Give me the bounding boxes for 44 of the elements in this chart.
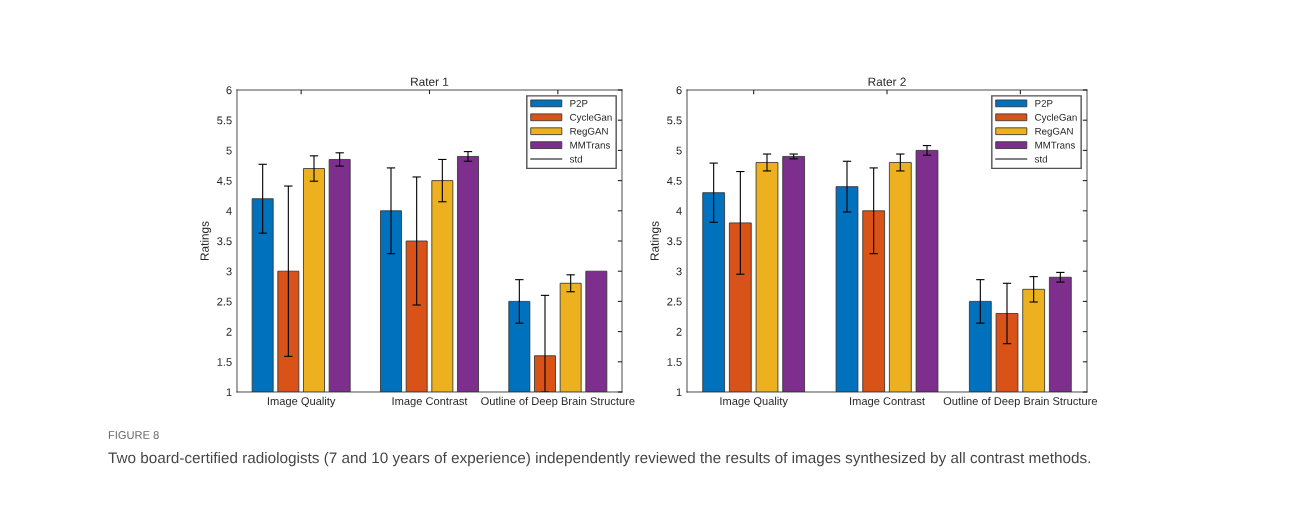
y-tick-label: 4 — [226, 207, 232, 215]
legend-label: RegGAN — [570, 127, 608, 137]
chart-title: Rater 2 — [868, 77, 906, 86]
x-tick-label: Image Contrast — [392, 397, 468, 408]
x-tick-label: Outline of Deep Brain Structure — [481, 396, 635, 408]
y-tick-label: 2 — [676, 327, 682, 336]
y-tick-label: 1.5 — [667, 358, 682, 366]
x-tick-label: Image Contrast — [850, 397, 925, 408]
x-tick-label: Outline of Deep Brain Structure — [943, 396, 1098, 408]
chart-title: Rater 1 — [411, 77, 449, 86]
legend-label: P2P — [1035, 99, 1053, 107]
y-axis-title: Ratings — [650, 221, 662, 261]
y-tick-label: 5 — [226, 146, 232, 155]
y-axis-title: Ratings — [200, 221, 212, 261]
y-tick-label: 3.5 — [217, 237, 232, 246]
legend-label: P2P — [570, 99, 588, 107]
y-tick-label: 2.5 — [667, 297, 682, 306]
annotation: std — [569, 155, 582, 163]
y-tick-label: 3 — [676, 267, 682, 276]
x-tick-label: Image Quality — [267, 396, 336, 408]
y-tick-label: 6 — [676, 86, 682, 95]
x-tick-label: Image Quality — [720, 396, 788, 408]
y-tick-label: 1 — [226, 388, 232, 397]
y-tick-label: 5.5 — [667, 116, 682, 125]
legend-label: CycleGan — [570, 113, 612, 123]
y-tick-label: 2 — [226, 327, 232, 336]
y-tick-label: 2.5 — [217, 297, 232, 306]
y-tick-label: 5 — [676, 146, 682, 155]
y-tick-label: 4 — [676, 207, 682, 215]
legend-label: MMTrans — [1035, 141, 1075, 149]
y-tick-label: 3.5 — [667, 237, 682, 246]
y-tick-label: 3 — [226, 267, 232, 276]
y-tick-label: 4.5 — [666, 176, 682, 185]
legend-label: CycleGan — [1035, 113, 1077, 123]
legend-label: RegGAN — [1035, 127, 1073, 137]
y-tick-label: 4.5 — [216, 176, 232, 185]
y-tick-label: 6 — [226, 86, 232, 95]
legend-label: MMTrans — [570, 141, 610, 149]
y-tick-label: 1 — [676, 388, 682, 397]
annotation: std — [1034, 155, 1047, 163]
text: Two board-certified radiologists (7 and 10 years of experience) independently reviewed the results of images synthesized by all contrast methods. — [108, 452, 1090, 467]
caption: FIGURE 8 — [108, 431, 159, 439]
y-tick-label: 1.5 — [217, 358, 232, 366]
y-tick-label: 5.5 — [217, 116, 232, 125]
